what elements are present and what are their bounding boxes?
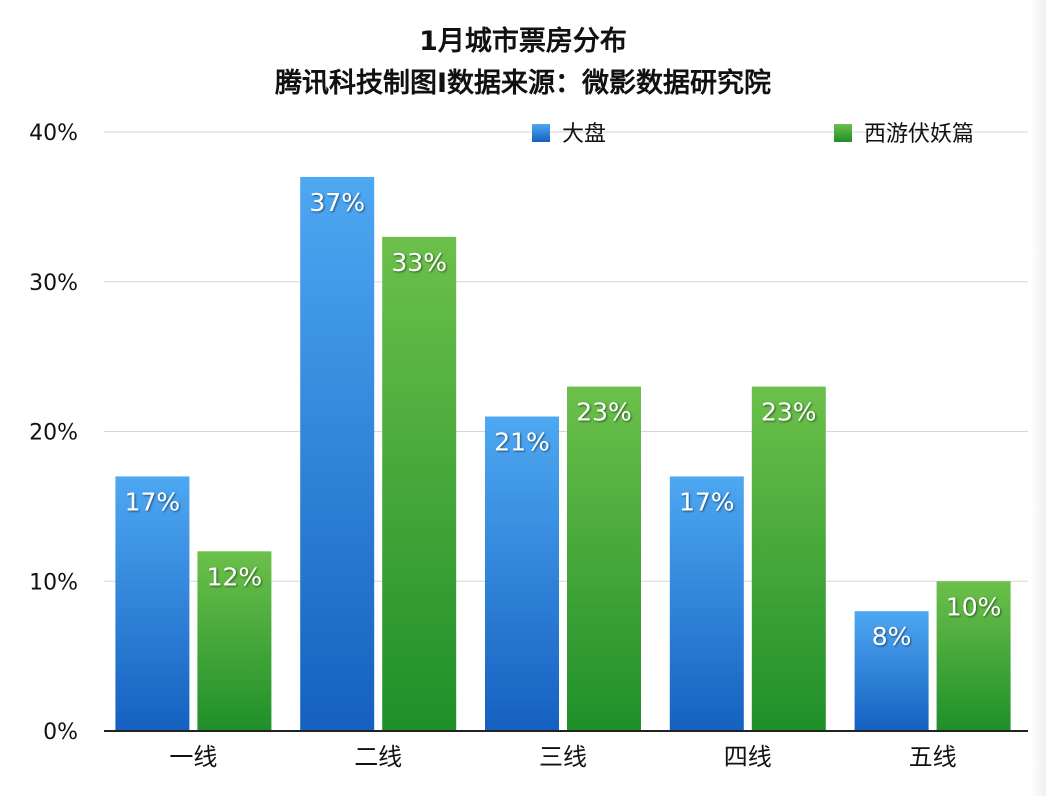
bar-xiyou-3 [567,386,641,731]
data-labels: 17% 12% 37% 33% 21% 23% 17% 23% 8% 10% [125,188,1002,651]
bar-xiyou-5 [936,581,1011,731]
x-tick-label: 四线 [724,743,772,771]
data-label: 10% [946,592,1002,621]
legend-item-dapan[interactable]: 大盘 [532,122,606,147]
data-label: 23% [576,398,632,427]
x-axis-ticks: 一线 二线 三线 四线 五线 [169,743,956,771]
x-tick-label: 二线 [354,743,402,771]
data-label: 17% [679,487,735,516]
legend-swatch-dapan [532,124,550,142]
y-tick-label: 40% [29,121,78,146]
y-axis-ticks: 0% 10% 20% 30% 40% [29,121,78,745]
data-label: 37% [309,188,365,217]
y-tick-label: 0% [43,720,78,745]
chart-subtitle: 腾讯科技制图I数据来源：微影数据研究院 [275,67,771,99]
bar-xiyou-2 [382,236,457,731]
x-tick-label: 五线 [909,743,957,771]
legend-label-dapan: 大盘 [562,122,606,147]
data-label: 33% [391,248,447,277]
bars [115,176,1011,732]
bar-xiyou-1 [197,551,272,731]
chart-title: 1月城市票房分布 [419,25,627,57]
legend-swatch-xiyou [834,124,852,142]
legend-label-xiyou: 西游伏妖篇 [864,122,974,147]
bar-dapan-4 [669,476,744,731]
data-label: 21% [494,428,550,457]
data-label: 8% [872,622,912,651]
x-tick-label: 三线 [539,743,587,771]
data-label: 12% [207,562,263,591]
bar-dapan-3 [485,416,559,731]
grid-lines [104,131,1028,582]
data-label: 23% [761,398,817,427]
y-tick-label: 30% [29,271,78,296]
bar-dapan-1 [115,476,190,731]
bar-dapan-5 [854,611,929,731]
legend: 大盘 西游伏妖篇 [532,122,974,147]
bar-dapan-2 [300,176,375,732]
x-tick-label: 一线 [169,743,217,771]
data-label: 17% [125,487,181,516]
y-tick-label: 20% [29,421,78,446]
y-tick-label: 10% [29,570,78,595]
bar-xiyou-4 [751,386,826,731]
page-edge-shade [1030,0,1046,796]
legend-item-xiyou[interactable]: 西游伏妖篇 [834,122,974,147]
